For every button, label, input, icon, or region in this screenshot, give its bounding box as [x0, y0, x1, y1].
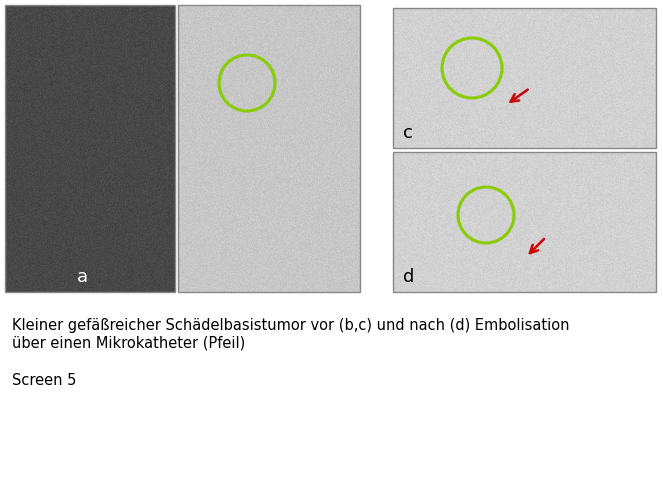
Bar: [393, 152, 656, 292]
Text: Screen 5: Screen 5: [12, 373, 76, 388]
Text: b: b: [373, 268, 385, 286]
Bar: [178, 5, 360, 292]
Text: Kleiner gefäßreicher Schädelbasistumor vor (b,c) und nach (d) Embolisation: Kleiner gefäßreicher Schädelbasistumor v…: [12, 318, 570, 333]
Text: über einen Mikrokatheter (Pfeil): über einen Mikrokatheter (Pfeil): [12, 336, 245, 351]
Bar: [5, 5, 175, 292]
Text: a: a: [77, 268, 88, 286]
Bar: [393, 8, 656, 148]
Text: d: d: [403, 268, 414, 286]
Text: c: c: [403, 124, 413, 142]
